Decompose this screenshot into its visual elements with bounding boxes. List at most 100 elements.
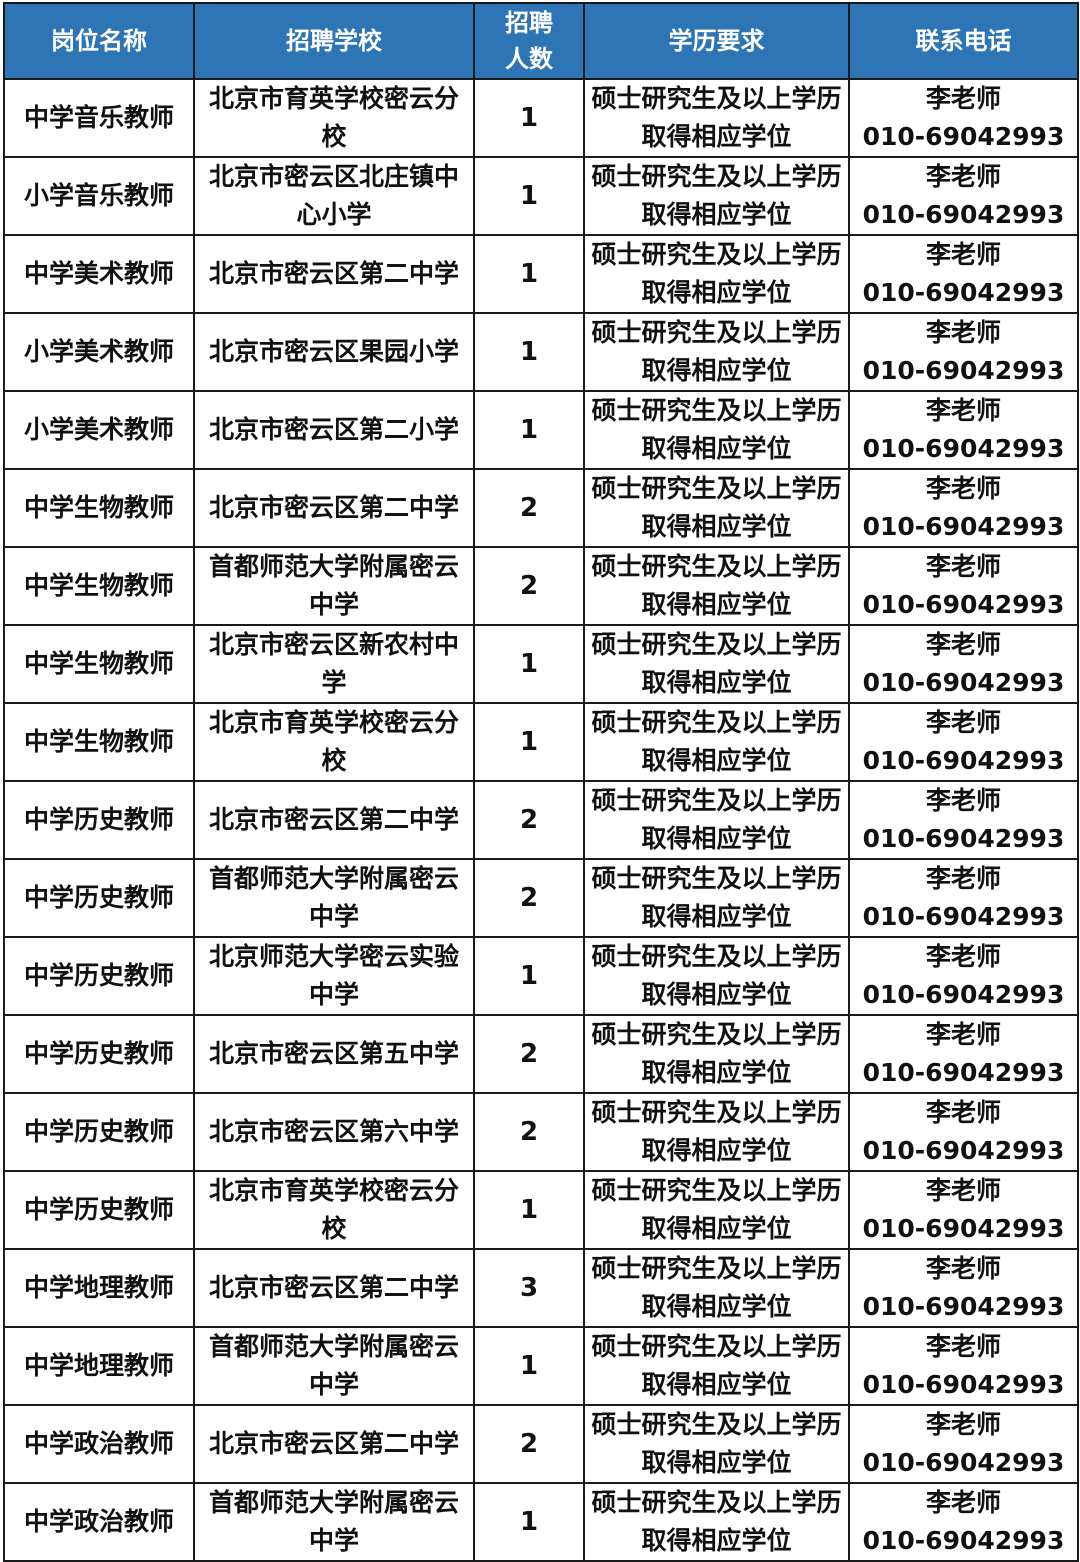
table-row: 中学历史教师 北京市育英学校密云分校 1 硕士研究生及以上学历取得相应学位 李老师 010… [3, 1170, 1079, 1250]
contact-phone: 010-69042993 [862, 278, 1065, 307]
header-position: 岗位名称 [3, 2, 195, 80]
education-cell: 硕士研究生及以上学历取得相应学位 [583, 1248, 850, 1328]
position-cell: 中学美术教师 [3, 234, 195, 314]
education-cell: 硕士研究生及以上学历取得相应学位 [583, 1092, 850, 1172]
education-cell: 硕士研究生及以上学历取得相应学位 [583, 312, 850, 392]
count-cell: 1 [473, 156, 585, 236]
education-cell: 硕士研究生及以上学历取得相应学位 [583, 1170, 850, 1250]
header-school: 招聘学校 [193, 2, 475, 80]
contact-name: 李老师 [925, 1254, 1001, 1283]
count-cell: 2 [473, 546, 585, 626]
contact-name: 李老师 [925, 396, 1001, 425]
contact-name: 李老师 [925, 318, 1001, 347]
count-cell: 1 [473, 1170, 585, 1250]
position-cell: 中学地理教师 [3, 1248, 195, 1328]
table-row: 中学生物教师 北京市密云区新农村中学 1 硕士研究生及以上学历取得相应学位 李老师 010… [3, 624, 1079, 704]
header-education: 学历要求 [583, 2, 850, 80]
school-cell: 北京市密云区第五中学 [193, 1014, 475, 1094]
contact-cell: 李老师 010-69042993 [848, 234, 1079, 314]
contact-cell: 李老师 010-69042993 [848, 1092, 1079, 1172]
position-cell: 中学生物教师 [3, 546, 195, 626]
table-row: 中学历史教师 首都师范大学附属密云中学 2 硕士研究生及以上学历取得相应学位 李老师 01… [3, 858, 1079, 938]
contact-cell: 李老师 010-69042993 [848, 546, 1079, 626]
school-cell: 首都师范大学附属密云中学 [193, 1482, 475, 1562]
contact-phone: 010-69042993 [862, 590, 1065, 619]
education-cell: 硕士研究生及以上学历取得相应学位 [583, 858, 850, 938]
school-cell: 北京市密云区果园小学 [193, 312, 475, 392]
contact-cell: 李老师 010-69042993 [848, 1404, 1079, 1484]
school-cell: 北京市密云区新农村中学 [193, 624, 475, 704]
education-cell: 硕士研究生及以上学历取得相应学位 [583, 156, 850, 236]
contact-phone: 010-69042993 [862, 512, 1065, 541]
school-cell: 首都师范大学附属密云中学 [193, 858, 475, 938]
education-cell: 硕士研究生及以上学历取得相应学位 [583, 936, 850, 1016]
contact-phone: 010-69042993 [862, 980, 1065, 1009]
contact-cell: 李老师 010-69042993 [848, 1482, 1079, 1562]
table-row: 中学生物教师 北京市密云区第二中学 2 硕士研究生及以上学历取得相应学位 李老师 010-… [3, 468, 1079, 548]
contact-name: 李老师 [925, 1020, 1001, 1049]
school-cell: 北京市密云区北庄镇中心小学 [193, 156, 475, 236]
contact-name: 李老师 [925, 84, 1001, 113]
contact-cell: 李老师 010-69042993 [848, 624, 1079, 704]
contact-name: 李老师 [925, 1098, 1001, 1127]
contact-name: 李老师 [925, 864, 1001, 893]
count-cell: 2 [473, 858, 585, 938]
school-cell: 北京师范大学密云实验中学 [193, 936, 475, 1016]
header-row: 岗位名称 招聘学校 招聘人数 学历要求 联系电话 [3, 2, 1079, 80]
count-cell: 2 [473, 468, 585, 548]
position-cell: 中学历史教师 [3, 1170, 195, 1250]
school-cell: 北京市密云区第二中学 [193, 234, 475, 314]
contact-phone: 010-69042993 [862, 824, 1065, 853]
contact-phone: 010-69042993 [862, 1526, 1065, 1555]
table-row: 中学政治教师 北京市密云区第二中学 2 硕士研究生及以上学历取得相应学位 李老师 010-… [3, 1404, 1079, 1484]
position-cell: 中学生物教师 [3, 468, 195, 548]
education-cell: 硕士研究生及以上学历取得相应学位 [583, 624, 850, 704]
education-cell: 硕士研究生及以上学历取得相应学位 [583, 1404, 850, 1484]
contact-cell: 李老师 010-69042993 [848, 1014, 1079, 1094]
school-cell: 首都师范大学附属密云中学 [193, 1326, 475, 1406]
position-cell: 中学音乐教师 [3, 78, 195, 158]
school-cell: 北京市密云区第二小学 [193, 390, 475, 470]
position-cell: 小学音乐教师 [3, 156, 195, 236]
table-row: 中学历史教师 北京师范大学密云实验中学 1 硕士研究生及以上学历取得相应学位 李老师 01… [3, 936, 1079, 1016]
recruitment-table: 岗位名称 招聘学校 招聘人数 学历要求 联系电话 中学音乐教师 北京市育英学校密云… [3, 2, 1079, 1562]
position-cell: 中学政治教师 [3, 1404, 195, 1484]
education-cell: 硕士研究生及以上学历取得相应学位 [583, 78, 850, 158]
contact-phone: 010-69042993 [862, 434, 1065, 463]
contact-cell: 李老师 010-69042993 [848, 468, 1079, 548]
contact-cell: 李老师 010-69042993 [848, 1326, 1079, 1406]
school-cell: 北京市密云区第二中学 [193, 1248, 475, 1328]
contact-cell: 李老师 010-69042993 [848, 390, 1079, 470]
contact-name: 李老师 [925, 708, 1001, 737]
school-cell: 北京市育英学校密云分校 [193, 1170, 475, 1250]
count-cell: 1 [473, 390, 585, 470]
contact-cell: 李老师 010-69042993 [848, 156, 1079, 236]
count-cell: 2 [473, 1404, 585, 1484]
position-cell: 中学生物教师 [3, 702, 195, 782]
position-cell: 中学历史教师 [3, 1092, 195, 1172]
count-cell: 1 [473, 624, 585, 704]
position-cell: 中学历史教师 [3, 858, 195, 938]
count-cell: 1 [473, 78, 585, 158]
header-count: 招聘人数 [473, 2, 585, 80]
contact-phone: 010-69042993 [862, 356, 1065, 385]
school-cell: 北京市育英学校密云分校 [193, 78, 475, 158]
count-cell: 1 [473, 936, 585, 1016]
contact-name: 李老师 [925, 1332, 1001, 1361]
contact-cell: 李老师 010-69042993 [848, 858, 1079, 938]
table-row: 中学历史教师 北京市密云区第六中学 2 硕士研究生及以上学历取得相应学位 李老师 010-… [3, 1092, 1079, 1172]
table-row: 中学历史教师 北京市密云区第二中学 2 硕士研究生及以上学历取得相应学位 李老师 010-… [3, 780, 1079, 860]
count-cell: 2 [473, 1092, 585, 1172]
contact-name: 李老师 [925, 162, 1001, 191]
contact-name: 李老师 [925, 786, 1001, 815]
table-row: 中学地理教师 北京市密云区第二中学 3 硕士研究生及以上学历取得相应学位 李老师 010-… [3, 1248, 1079, 1328]
school-cell: 北京市密云区第二中学 [193, 1404, 475, 1484]
education-cell: 硕士研究生及以上学历取得相应学位 [583, 780, 850, 860]
contact-name: 李老师 [925, 240, 1001, 269]
count-cell: 1 [473, 312, 585, 392]
contact-cell: 李老师 010-69042993 [848, 1170, 1079, 1250]
table-row: 中学生物教师 首都师范大学附属密云中学 2 硕士研究生及以上学历取得相应学位 李老师 01… [3, 546, 1079, 626]
school-cell: 北京市密云区第二中学 [193, 780, 475, 860]
contact-cell: 李老师 010-69042993 [848, 780, 1079, 860]
education-cell: 硕士研究生及以上学历取得相应学位 [583, 1482, 850, 1562]
